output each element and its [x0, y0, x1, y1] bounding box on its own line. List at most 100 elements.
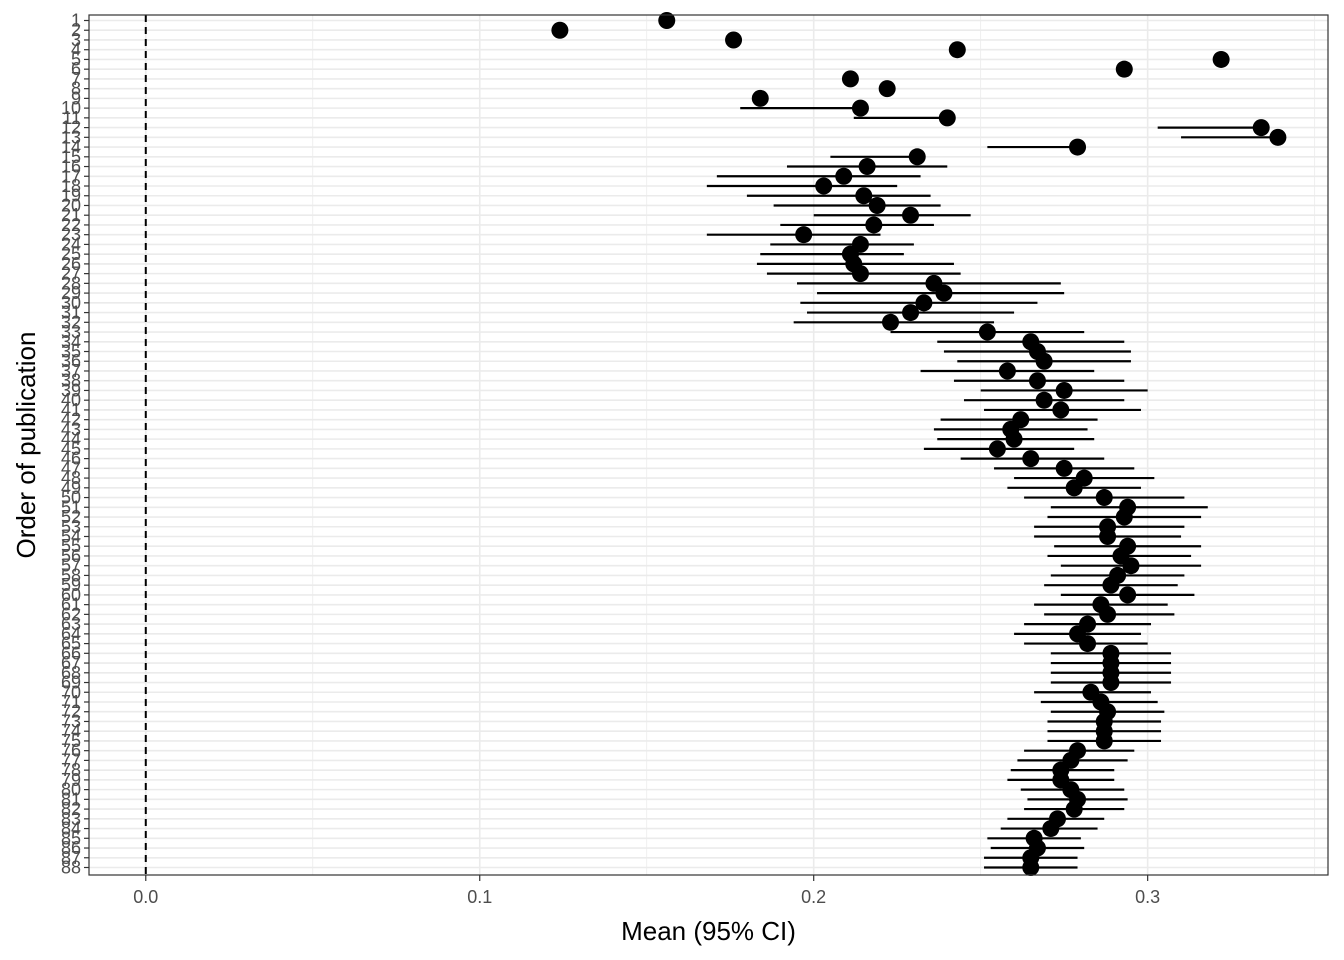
y-tick-label-27: 27 [61, 264, 81, 284]
point-16 [858, 158, 876, 176]
point-4 [948, 41, 966, 59]
point-27 [851, 265, 869, 283]
point-45 [988, 440, 1006, 458]
point-46 [1022, 450, 1040, 468]
point-50 [1095, 489, 1113, 507]
y-tick-label-68: 68 [61, 663, 81, 683]
y-tick-label-30: 30 [61, 293, 81, 313]
point-31 [902, 304, 920, 322]
y-tick-label-58: 58 [61, 565, 81, 585]
y-tick-label-46: 46 [61, 449, 81, 469]
y-tick-label-87: 87 [61, 848, 81, 868]
point-84 [1042, 820, 1060, 838]
y-tick-label-85: 85 [61, 828, 81, 848]
point-11 [938, 109, 956, 127]
y-tick-label-55: 55 [61, 536, 81, 556]
y-tick-label-7: 7 [71, 69, 81, 89]
y-tick-label-84: 84 [61, 819, 81, 839]
point-5 [1212, 50, 1230, 68]
y-tick-label-65: 65 [61, 634, 81, 654]
point-33 [978, 323, 996, 341]
y-tick-label-1: 1 [71, 11, 81, 31]
y-tick-label-60: 60 [61, 585, 81, 605]
point-65 [1079, 635, 1097, 653]
y-tick-label-26: 26 [61, 254, 81, 274]
point-38 [1028, 372, 1046, 390]
y-tick-label-33: 33 [61, 322, 81, 342]
point-32 [882, 313, 900, 331]
y-tick-label-62: 62 [61, 604, 81, 624]
point-1 [658, 12, 676, 29]
y-tick-label-49: 49 [61, 478, 81, 498]
y-tick-label-9: 9 [71, 88, 81, 108]
y-tick-label-75: 75 [61, 731, 81, 751]
y-tick-label-82: 82 [61, 799, 81, 819]
y-tick-label-51: 51 [61, 497, 81, 517]
y-tick-label-52: 52 [61, 507, 81, 527]
y-tick-label-48: 48 [61, 468, 81, 488]
y-tick-label-13: 13 [61, 127, 81, 147]
point-69 [1102, 674, 1120, 692]
y-tick-label-3: 3 [71, 30, 81, 50]
y-tick-label-38: 38 [61, 371, 81, 391]
point-62 [1099, 605, 1117, 623]
y-axis: 1234567891011121314151617181920212223242… [61, 11, 89, 878]
y-tick-label-43: 43 [61, 419, 81, 439]
y-tick-label-23: 23 [61, 225, 81, 245]
point-13 [1269, 128, 1287, 146]
point-41 [1052, 401, 1070, 419]
y-tick-label-29: 29 [61, 283, 81, 303]
point-23 [795, 226, 813, 244]
y-tick-label-71: 71 [61, 692, 81, 712]
point-36 [1035, 352, 1053, 370]
panel-border [88, 14, 1329, 876]
y-tick-label-17: 17 [61, 166, 81, 186]
y-tick-label-64: 64 [61, 624, 81, 644]
point-8 [878, 80, 896, 98]
point-22 [865, 216, 883, 234]
y-tick-label-47: 47 [61, 458, 81, 478]
x-axis: 0.0 0.1 0.2 0.3 [133, 875, 1160, 907]
point-52 [1115, 508, 1133, 526]
y-tick-label-31: 31 [61, 303, 81, 323]
y-tick-label-12: 12 [61, 118, 81, 138]
point-15 [908, 148, 926, 166]
y-tick-label-11: 11 [62, 108, 81, 128]
y-tick-label-70: 70 [61, 682, 81, 702]
y-tick-label-83: 83 [61, 809, 81, 829]
y-tick-label-34: 34 [61, 332, 81, 352]
y-tick-label-39: 39 [61, 380, 81, 400]
y-tick-label-21: 21 [61, 205, 81, 225]
y-tick-label-66: 66 [61, 643, 81, 663]
y-tick-label-2: 2 [71, 20, 81, 40]
point-44 [1005, 430, 1023, 448]
y-tick-label-35: 35 [61, 342, 81, 362]
y-tick-label-36: 36 [61, 351, 81, 371]
y-tick-label-86: 86 [61, 838, 81, 858]
y-tick-label-53: 53 [61, 517, 81, 537]
y-tick-label-81: 81 [61, 789, 81, 809]
y-tick-label-20: 20 [61, 195, 81, 215]
y-tick-label-15: 15 [61, 147, 81, 167]
point-17 [835, 167, 853, 185]
point-20 [868, 196, 886, 214]
point-14 [1069, 138, 1087, 156]
x-axis-title: Mean (95% CI) [621, 916, 796, 946]
y-tick-label-80: 80 [61, 780, 81, 800]
y-tick-label-73: 73 [61, 711, 81, 731]
y-tick-label-40: 40 [61, 390, 81, 410]
point-47 [1055, 459, 1073, 477]
point-19 [855, 187, 873, 205]
point-60 [1119, 586, 1137, 604]
y-tick-label-57: 57 [61, 556, 81, 576]
y-tick-label-50: 50 [61, 488, 81, 508]
point-2 [551, 21, 569, 39]
y-tick-label-74: 74 [61, 721, 81, 741]
y-tick-label-28: 28 [61, 273, 81, 293]
y-tick-label-5: 5 [71, 49, 81, 69]
point-59 [1102, 576, 1120, 594]
point-3 [725, 31, 743, 49]
point-10 [851, 99, 869, 117]
y-tick-label-4: 4 [71, 40, 81, 60]
